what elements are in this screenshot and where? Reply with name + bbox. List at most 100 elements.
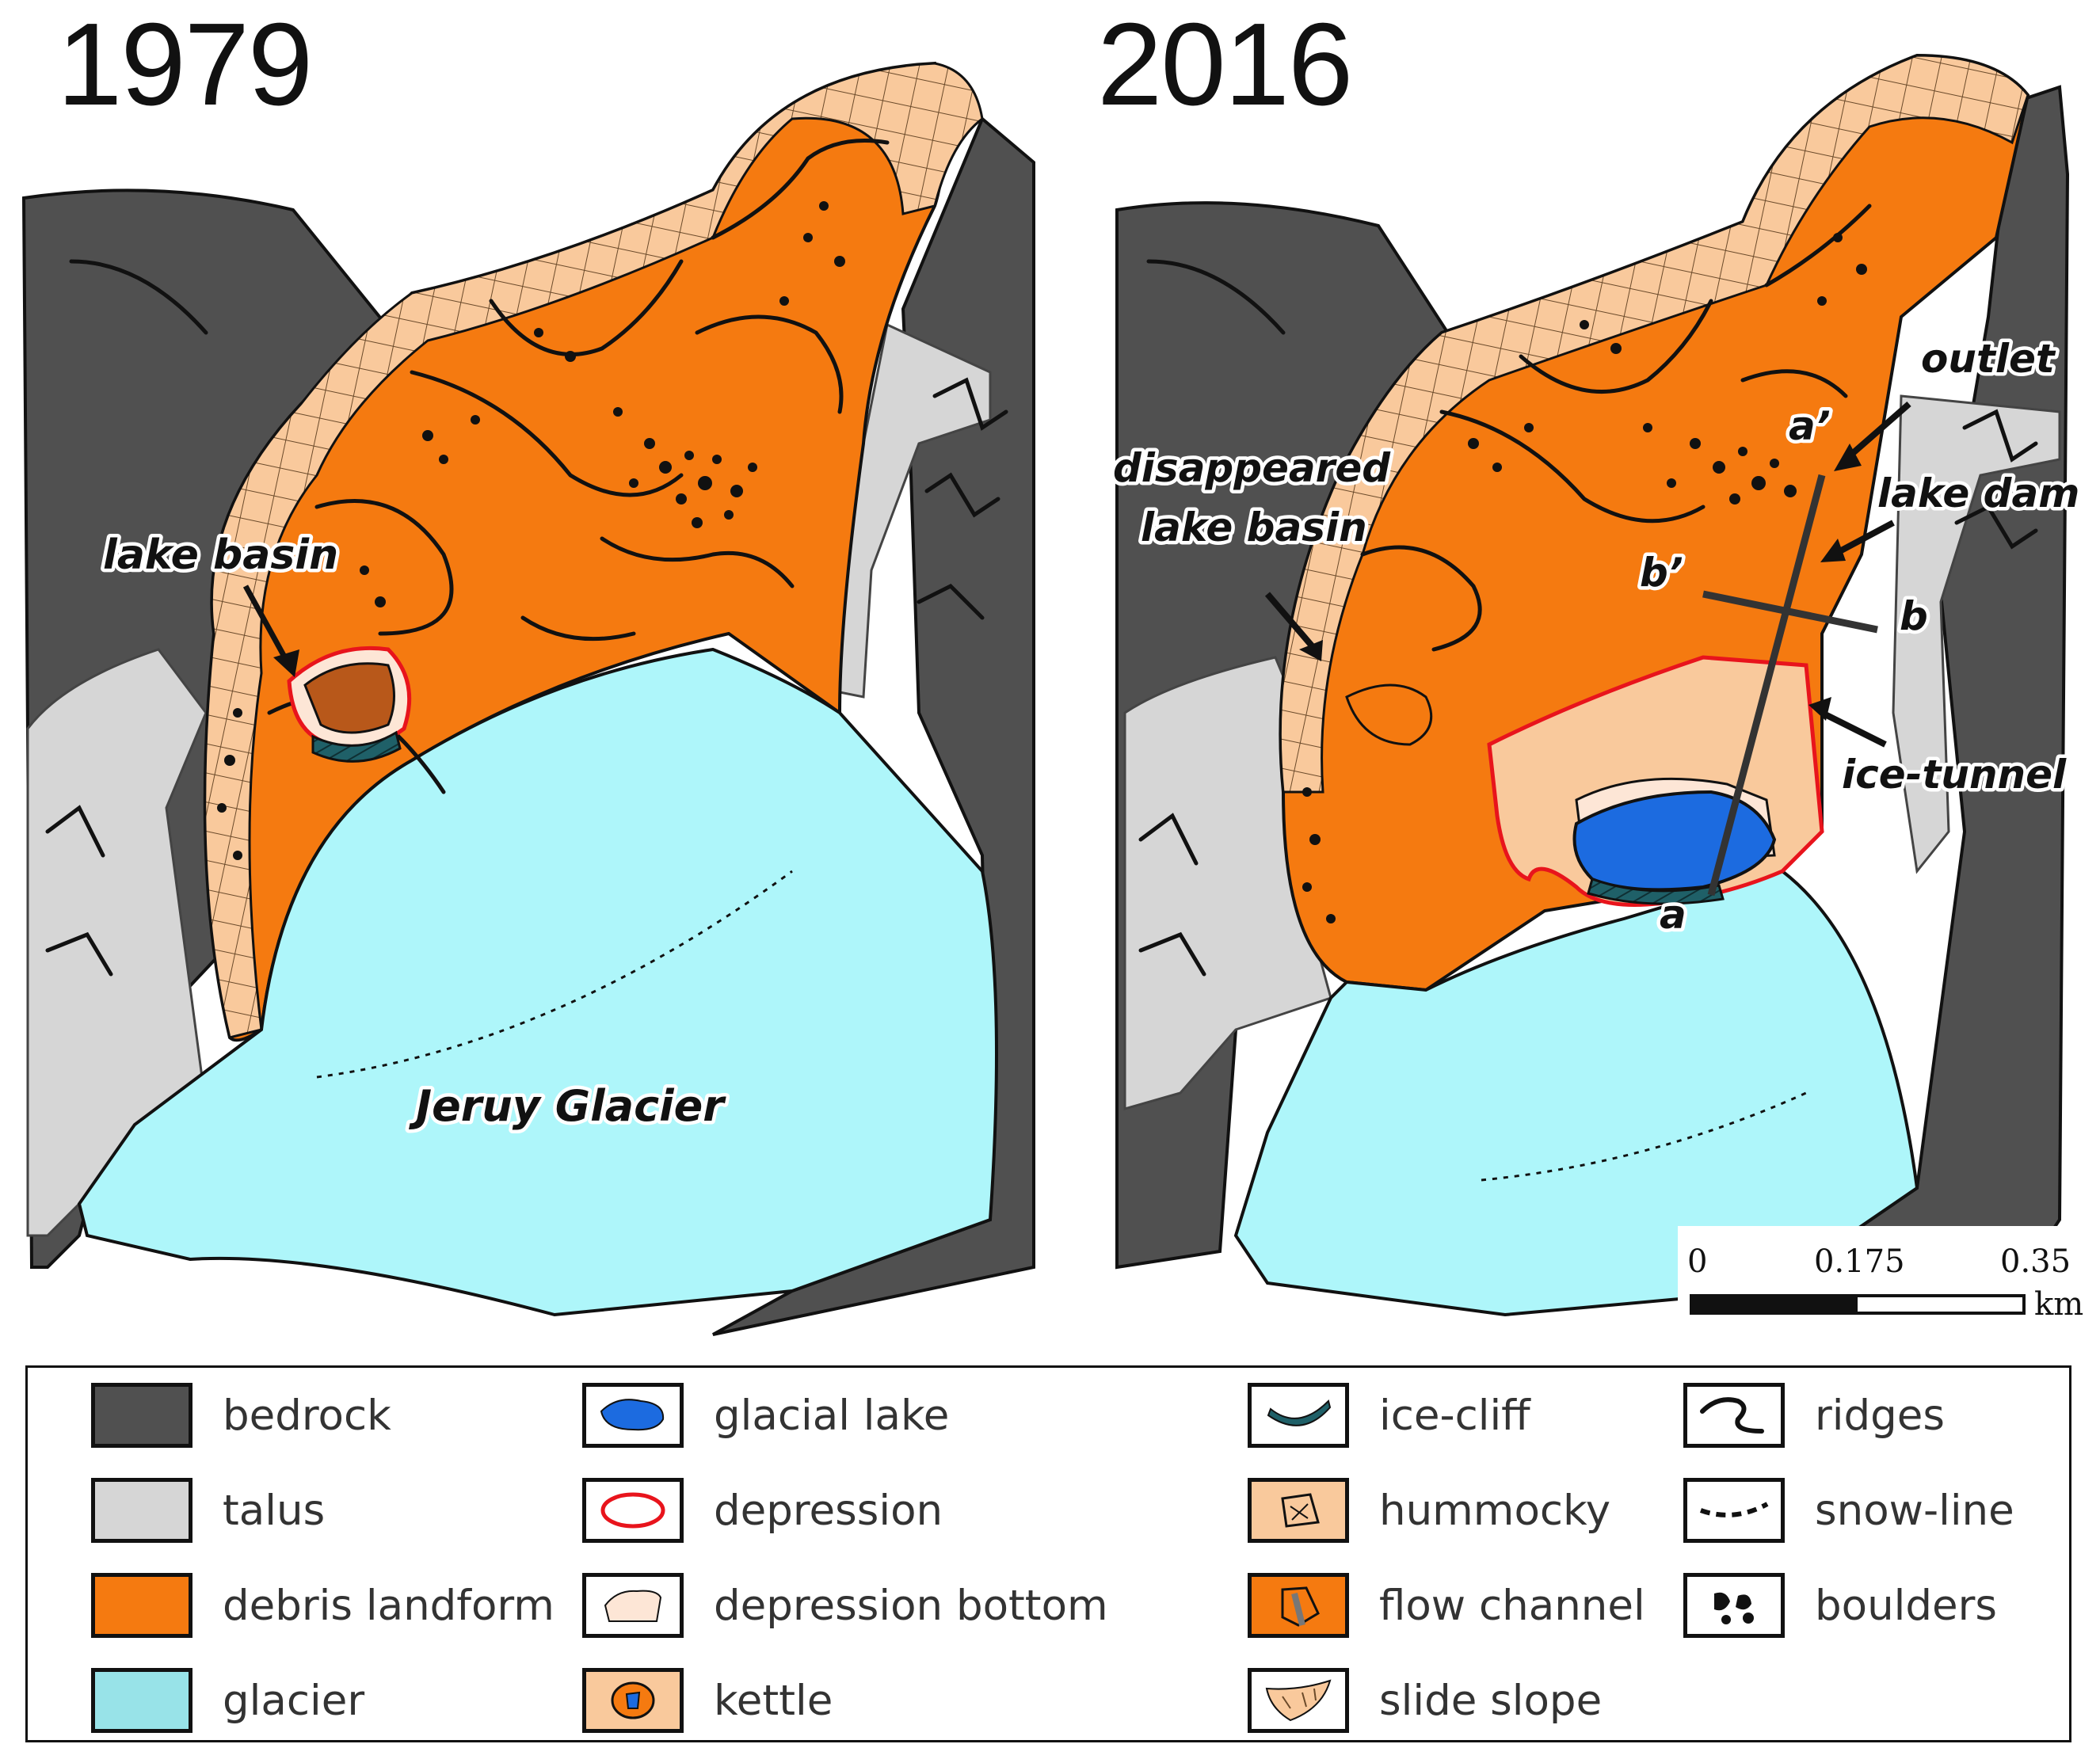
legend-label: slide slope — [1379, 1676, 1603, 1725]
ridge-line — [69, 259, 208, 335]
profile-line-b — [1702, 590, 1878, 634]
arrow — [1820, 710, 1887, 748]
talus-swatch — [91, 1478, 192, 1543]
disappeared-lake-basin — [1345, 683, 1433, 746]
ridge-line — [924, 472, 1000, 518]
kettle-swatch — [582, 1668, 684, 1733]
scale-tick-max: 0.35 — [2000, 1243, 2071, 1280]
ridge-line — [1360, 545, 1482, 652]
arrow — [1843, 401, 1911, 463]
boulder-field — [1302, 233, 1867, 923]
legend-item-depression: depression — [582, 1471, 943, 1550]
glacier-swatch — [91, 1668, 192, 1733]
glacier-area — [77, 647, 998, 1317]
legend-item-glacier: glacier — [91, 1661, 364, 1740]
arrow — [1264, 592, 1318, 652]
snow-line — [1481, 1091, 1807, 1182]
year-2016-title: 2016 — [1097, 0, 1353, 130]
ridge-line — [1764, 204, 1872, 287]
map-1979: lake basin Jeruy Glacier — [21, 61, 1035, 1336]
legend-label: depression — [714, 1486, 943, 1535]
legend-label: kettle — [714, 1676, 833, 1725]
legend-item-talus: talus — [91, 1471, 325, 1550]
ridge-line — [489, 259, 684, 356]
legend-item-flow-channel: flow channel — [1248, 1566, 1645, 1645]
hummocky-swatch — [1248, 1478, 1349, 1543]
profile-line-a — [1707, 474, 1826, 897]
arrow — [242, 584, 292, 667]
ridge-line — [45, 805, 105, 858]
ridges-swatch — [1683, 1383, 1785, 1448]
disappeared-label: disappeared — [1113, 445, 1391, 491]
ridge-line — [1954, 504, 2038, 550]
ice-tunnel-label: ice-tunnel — [1842, 752, 2067, 798]
depression-bottom-swatch — [582, 1573, 684, 1638]
lake-dam-label: lake dam — [1877, 470, 2079, 516]
ridge-line — [711, 139, 890, 240]
glacial-lake-swatch — [582, 1383, 684, 1448]
ridge-line — [932, 377, 1008, 431]
arrowhead — [1808, 697, 1831, 721]
slide-slope-swatch — [1248, 1668, 1349, 1733]
debris-landform-swatch — [91, 1573, 192, 1638]
legend-item-ridges: ridges — [1683, 1376, 1945, 1455]
ridge-line — [1138, 813, 1199, 866]
ice-cliff-swatch — [1248, 1383, 1349, 1448]
ice-cliff — [311, 730, 402, 763]
legend: bedrock talus debris landform glacier gl… — [25, 1365, 2071, 1742]
arrowhead — [273, 649, 299, 677]
outlet-label: outlet — [1921, 336, 2056, 382]
bedrock-swatch — [91, 1383, 192, 1448]
legend-item-glacial-lake: glacial lake — [582, 1376, 949, 1455]
flow-channel-swatch — [1248, 1573, 1349, 1638]
legend-item-bedrock: bedrock — [91, 1376, 391, 1455]
maps-svg: lake basin Jeruy Glacier — [21, 53, 2098, 1336]
arrow — [1832, 520, 1895, 558]
ridge-line — [314, 499, 454, 636]
legend-item-depression-bottom: depression bottom — [582, 1566, 1108, 1645]
legend-label: talus — [223, 1486, 326, 1535]
snow-line-swatch — [1683, 1478, 1785, 1543]
snow-line — [316, 870, 793, 1079]
boulders-swatch — [1683, 1573, 1785, 1638]
ice-cliff — [1587, 878, 1725, 905]
legend-label: flow channel — [1379, 1581, 1645, 1630]
lake-basin-bottom — [303, 662, 395, 734]
legend-label: glacial lake — [714, 1391, 950, 1440]
ridge-line — [695, 314, 844, 414]
legend-label: boulders — [1815, 1581, 1998, 1630]
legend-label: snow-line — [1815, 1486, 2014, 1535]
ridge-line — [520, 615, 636, 642]
legend-item-ice-cliff: ice-cliff — [1248, 1376, 1530, 1455]
depression-swatch — [582, 1478, 684, 1543]
ridge-line — [1962, 409, 2038, 463]
year-1979-title: 1979 — [57, 0, 313, 130]
scale-tick-0: 0 — [1687, 1243, 1707, 1280]
legend-label: ridges — [1815, 1391, 1946, 1440]
legend-label: debris landform — [223, 1581, 555, 1630]
profile-label-b-prime: b’ — [1640, 550, 1683, 596]
legend-label: glacier — [223, 1676, 365, 1725]
legend-label: hummocky — [1379, 1486, 1611, 1535]
glacier-name-label: Jeruy Glacier — [409, 1081, 726, 1131]
legend-label: depression bottom — [714, 1581, 1108, 1630]
boulder-field — [217, 201, 845, 860]
legend-item-boulders: boulders — [1683, 1566, 1997, 1645]
map-2016: outlet lake dam ice-tunnel disappeared l… — [1110, 53, 2098, 1329]
legend-item-slide-slope: slide slope — [1248, 1661, 1602, 1740]
hummocky-area — [204, 62, 984, 1039]
legend-label: ice-cliff — [1379, 1391, 1530, 1440]
ridge-line — [600, 536, 795, 588]
arrowhead — [1299, 640, 1323, 661]
profile-label-a-prime: a’ — [1789, 403, 1831, 449]
ridge-line — [1146, 259, 1286, 335]
arrowhead — [1820, 539, 1846, 562]
legend-label: bedrock — [223, 1391, 391, 1440]
profile-label-a: a — [1660, 892, 1686, 938]
hummocky-area — [1279, 54, 2029, 794]
ridge-line — [1439, 409, 1706, 524]
ridge-line — [1138, 931, 1206, 977]
scale-tick-mid: 0.175 — [1814, 1243, 1905, 1280]
lake-basin-label: lake basin — [103, 531, 338, 579]
